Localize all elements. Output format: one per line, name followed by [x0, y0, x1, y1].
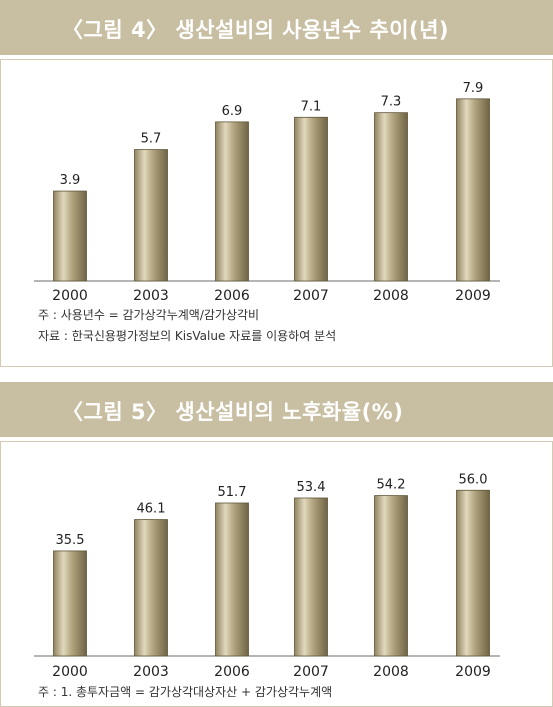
- bar-2008: [374, 112, 408, 282]
- figure-title: 〈그림 5〉 생산설비의 노후화율(%): [62, 400, 404, 424]
- x-tick-label: 2009: [455, 288, 491, 304]
- chart-note: 주 : 사용년수 = 감가상각누계액/감가상각비: [38, 308, 260, 322]
- x-tick-label: 2006: [214, 664, 250, 680]
- data-label: 56.0: [459, 472, 488, 487]
- bar-2003: [134, 149, 168, 282]
- data-label: 7.9: [463, 81, 484, 96]
- bar-2006: [215, 502, 249, 657]
- figure-title-band: 〈그림 4〉 생산설비의 사용년수 추이(년): [0, 0, 553, 55]
- bar-2009: [456, 98, 490, 282]
- bar-2000: [53, 190, 87, 282]
- bar-2003: [134, 519, 168, 657]
- bar-chart-usage-years: 3.9 2000 5.7 2003 6.9 2006 7.1 2007 7.3 2008 7.9 20…: [0, 59, 553, 367]
- bar-2007: [294, 497, 328, 657]
- bar-2006: [215, 121, 249, 282]
- figure-title-band: 〈그림 5〉 생산설비의 노후화율(%): [0, 382, 553, 437]
- bar-2009: [456, 489, 490, 657]
- x-tick-label: 2003: [133, 288, 169, 304]
- x-tick-label: 2009: [455, 664, 491, 680]
- bar-2008: [374, 495, 408, 657]
- data-label: 7.1: [301, 99, 322, 114]
- data-label: 5.7: [141, 132, 162, 147]
- x-tick-label: 2006: [214, 288, 250, 304]
- data-label: 35.5: [56, 533, 85, 548]
- data-label: 3.9: [60, 173, 81, 188]
- bar-2007: [294, 116, 328, 282]
- figure-4: 〈그림 4〉 생산설비의 사용년수 추이(년) 3.9 2000 5.7 2003 6.…: [0, 0, 553, 367]
- figure-5: 〈그림 5〉 생산설비의 노후화율(%) 35.5 2000 46.1 2003 51.…: [0, 382, 553, 707]
- data-label: 6.9: [222, 104, 243, 119]
- chart-note: 주 : 1. 총투자금액 = 감가상각대상자산 + 감가상각누계액: [38, 685, 333, 699]
- x-tick-label: 2000: [52, 664, 88, 680]
- x-tick-label: 2000: [52, 288, 88, 304]
- data-label: 7.3: [381, 95, 402, 110]
- bar-2000: [53, 550, 87, 657]
- bar-chart-aging-rate: 35.5 2000 46.1 2003 51.7 2006 53.4 2007 54.2 2008…: [0, 441, 553, 707]
- data-label: 51.7: [218, 485, 247, 500]
- data-label: 46.1: [137, 502, 166, 517]
- x-tick-label: 2008: [373, 664, 409, 680]
- chart-source: 자료 : 한국신용평가정보의 KisValue 자료를 이용하여 분석: [38, 329, 337, 343]
- x-tick-label: 2007: [293, 288, 329, 304]
- x-tick-label: 2003: [133, 664, 169, 680]
- x-tick-label: 2007: [293, 664, 329, 680]
- figure-title: 〈그림 4〉 생산설비의 사용년수 추이(년): [62, 18, 450, 42]
- data-label: 53.4: [297, 480, 326, 495]
- data-label: 54.2: [377, 478, 406, 493]
- x-tick-label: 2008: [373, 288, 409, 304]
